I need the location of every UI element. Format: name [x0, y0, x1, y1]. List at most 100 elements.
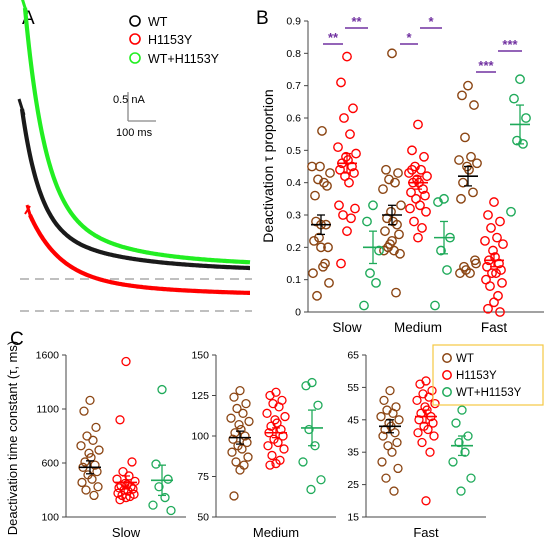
point-c-slow-h1153y: [130, 476, 140, 487]
point-c-medium-wt: [244, 416, 254, 427]
point-c-slow-h1153y: [125, 491, 135, 502]
point-b-slow-wt: [312, 290, 322, 301]
point-b-medium-h1153y: [407, 164, 417, 175]
point-b-slow-wt: [315, 161, 325, 172]
point-b-medium-h1153y: [413, 232, 423, 243]
point-b-slow-wt-h1153y: [371, 277, 381, 288]
point-c-medium-h1153y: [266, 421, 276, 431]
point-c-slow-wt-h1153y: [163, 474, 173, 484]
point-b-slow-h1153y: [351, 148, 361, 159]
point-c-fast-wt: [379, 395, 389, 406]
point-c-slow-h1153y: [114, 483, 124, 493]
point-b-fast-wt: [471, 258, 481, 269]
point-c-slow-wt: [94, 445, 104, 455]
panel-b-ytick-label-1: 0.1: [286, 274, 301, 286]
point-c-slow-wt: [84, 448, 94, 458]
point-c-medium-h1153y: [274, 402, 284, 412]
panel-c-slow-ytick-label-2: 1100: [36, 404, 59, 416]
point-b-slow-h1153y: [344, 177, 354, 188]
point-b-medium-h1153y: [413, 119, 423, 130]
point-c-medium-wt: [238, 408, 248, 418]
point-b-medium-wt: [387, 235, 397, 246]
point-b-fast-wt: [463, 80, 473, 91]
panel-c-fast-ytick-label-2: 35: [347, 447, 359, 459]
point-c-fast-h1153y: [412, 395, 422, 406]
point-b-fast-wt: [465, 268, 475, 279]
point-c-medium-h1153y: [280, 411, 290, 422]
point-b-medium-wt: [382, 213, 392, 224]
point-b-slow-h1153y: [336, 77, 346, 88]
point-c-medium-wt: [230, 428, 240, 438]
point-b-slow-h1153y: [345, 129, 355, 140]
point-b-medium-wt: [378, 184, 388, 195]
panel-label-b: B: [256, 8, 269, 29]
point-c-fast-wt: [383, 441, 393, 451]
panel-a-legend: WT H1153Y WT+H1153Y: [129, 15, 220, 66]
point-c-medium-wt: [241, 398, 251, 409]
point-c-medium-wt: [228, 434, 238, 444]
point-b-fast-wt: [466, 151, 476, 162]
point-c-slow-h1153y: [121, 492, 131, 503]
point-c-fast-h1153y: [429, 431, 439, 441]
point-c-medium-h1153y: [267, 450, 277, 461]
trace-h1153y: [28, 214, 250, 295]
point-b-fast-wt: [469, 100, 479, 110]
point-c-fast-h1153y: [417, 437, 427, 448]
point-b-slow-wt-h1153y: [374, 245, 384, 256]
panel-c-medium-xlabel: Medium: [253, 525, 299, 540]
point-c-medium-h1153y: [262, 408, 272, 418]
point-c-slow-wt-h1153y: [154, 482, 164, 492]
point-b-fast-h1153y: [485, 281, 495, 292]
trace-wt: [19, 108, 250, 271]
point-b-fast-wt: [459, 261, 469, 272]
panel-c-ylabel: Deactivation time constant (τ, ms): [5, 341, 20, 535]
trace-h1153y-onset-tick: [24, 205, 31, 215]
point-b-slow-wt: [317, 126, 327, 136]
point-c-fast-wt-h1153y: [466, 473, 476, 483]
point-c-fast-wt: [393, 463, 403, 474]
panel-label-c: C: [10, 329, 24, 350]
point-b-slow-h1153y: [348, 103, 358, 114]
point-b-medium-h1153y: [422, 171, 432, 182]
point-b-medium-h1153y: [407, 145, 417, 156]
point-c-fast-wt: [389, 486, 399, 496]
sig-label-5: ***: [502, 37, 518, 52]
trace-wt-h1153y: [22, 7, 251, 265]
panel-c-fast-ytick-label-3: 45: [347, 414, 359, 426]
legend-c-mut-marker: [442, 370, 452, 380]
legend-a-wt: WT: [148, 15, 168, 29]
point-b-medium-h1153y: [404, 168, 414, 178]
point-c-slow-h1153y: [121, 356, 131, 367]
point-c-slow-h1153y: [115, 495, 125, 505]
legend-c-co-marker: [442, 387, 452, 397]
point-b-fast-h1153y: [489, 197, 499, 207]
point-b-slow-h1153y: [350, 203, 360, 214]
point-b-fast-h1153y: [495, 216, 505, 227]
panel-c-medium-ytick-label-3: 125: [191, 390, 209, 402]
trace-onset-wt-h1153y: [21, 0, 29, 15]
point-b-slow-wt-h1153y: [359, 300, 369, 311]
point-b-medium-wt-h1153y: [430, 300, 440, 311]
point-b-slow-wt: [320, 258, 330, 269]
point-b-medium-wt: [393, 168, 403, 178]
panel-b-ytick-label-8: 0.8: [286, 48, 301, 60]
point-c-slow-h1153y: [127, 457, 137, 467]
point-b-slow-wt: [310, 190, 320, 201]
scale-bar-current-label: 0.5 nA: [113, 94, 145, 106]
point-c-medium-wt: [243, 452, 253, 462]
point-b-medium-wt: [381, 164, 391, 175]
point-c-medium-wt: [229, 491, 239, 501]
point-b-slow-h1153y: [336, 258, 346, 269]
point-b-fast-h1153y: [498, 239, 508, 250]
point-c-fast-wt-h1153y: [448, 457, 458, 467]
point-c-fast-wt: [385, 385, 395, 396]
legend-a-mut: H1153Y: [148, 33, 193, 47]
point-b-fast-h1153y: [480, 235, 490, 246]
point-c-fast-wt: [378, 431, 388, 441]
point-b-fast-wt-h1153y: [515, 74, 525, 85]
point-b-fast-wt-h1153y: [509, 93, 519, 104]
panel-c-fast-ytick-label-5: 65: [347, 350, 359, 362]
point-c-medium-h1153y: [265, 390, 275, 401]
point-c-slow-wt-h1153y: [151, 459, 161, 469]
point-c-fast-h1153y: [413, 428, 423, 438]
